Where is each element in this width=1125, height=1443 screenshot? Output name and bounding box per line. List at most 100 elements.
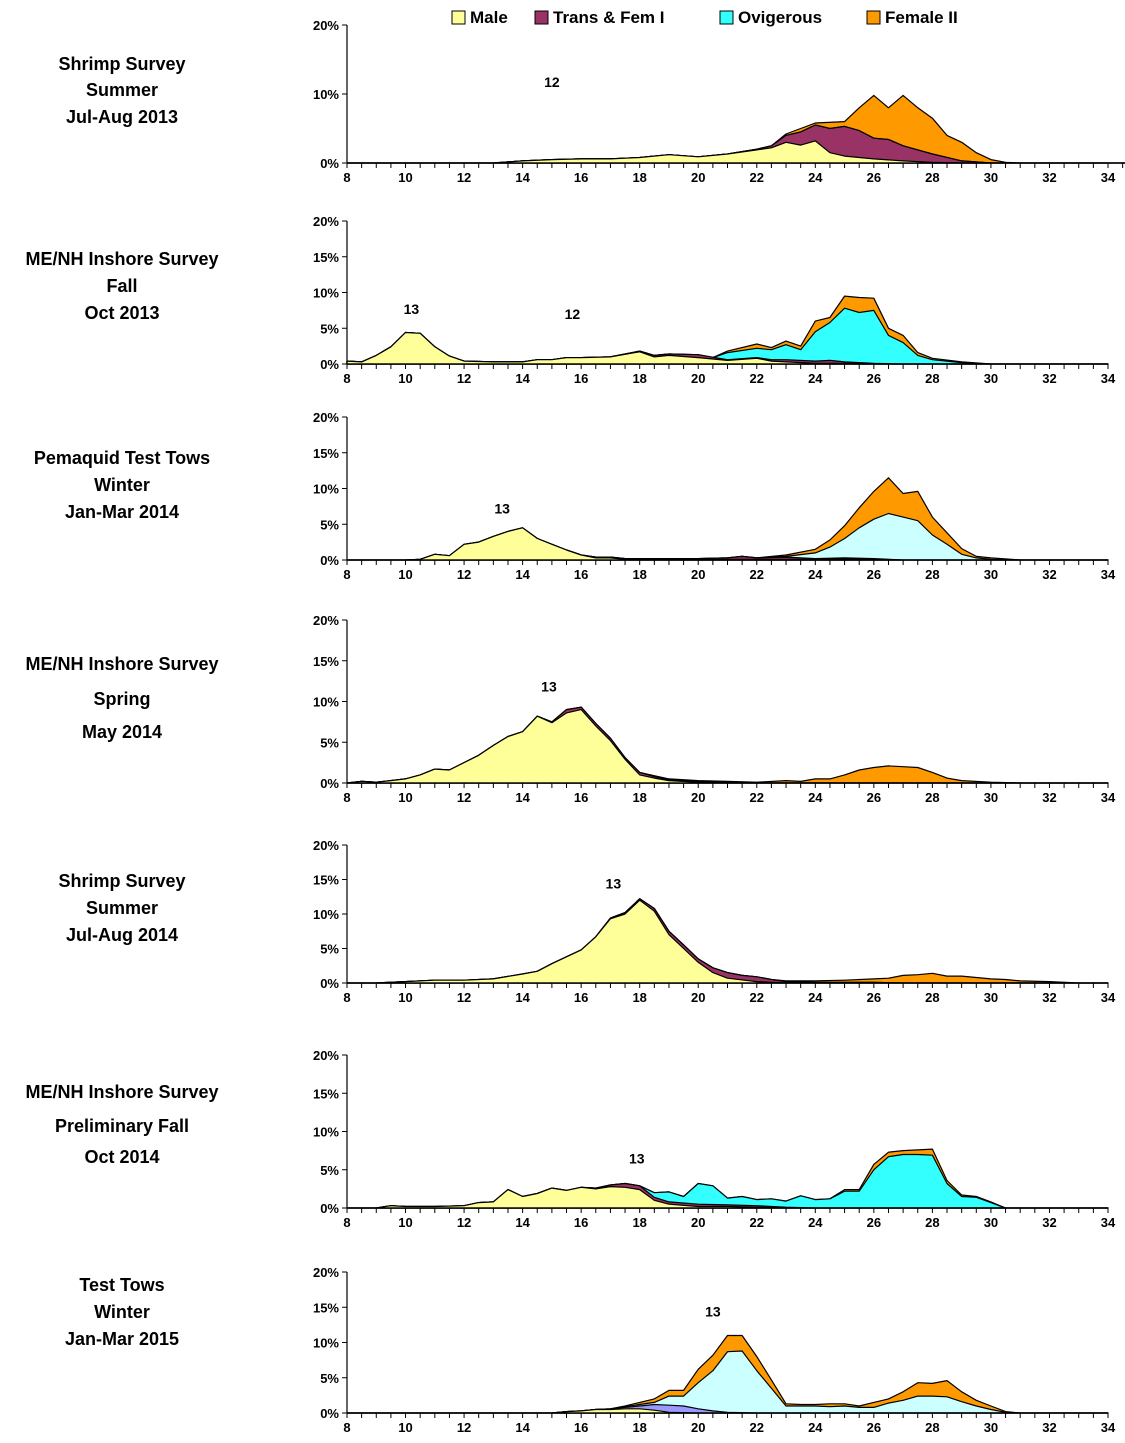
chart-panel: Shrimp Survey Summer Jul-Aug 2014 0% 5% 10% 15… bbox=[58, 838, 1116, 1005]
panel-label-line: ME/NH Inshore Survey bbox=[25, 654, 218, 674]
chart-panel: ME/NH Inshore Survey Spring May 2014 0% 5% 10… bbox=[25, 613, 1116, 805]
x-tick-label: 28 bbox=[925, 371, 939, 386]
x-tick-label: 16 bbox=[574, 1215, 588, 1230]
x-tick-label: 24 bbox=[808, 371, 823, 386]
x-tick-label: 26 bbox=[867, 1215, 881, 1230]
chart-panel: Test Tows Winter Jan-Mar 2015 0% 5% 10% 15% 20%… bbox=[65, 1265, 1116, 1435]
panel-label-line: Winter bbox=[94, 475, 150, 495]
cohort-annotation: 13 bbox=[606, 875, 622, 891]
x-tick-label: 32 bbox=[1042, 567, 1056, 582]
chart-panels: Shrimp Survey Summer Jul-Aug 2013 0% 10% 20% 8… bbox=[25, 18, 1125, 1435]
x-tick-label: 12 bbox=[457, 1420, 471, 1435]
legend-item: Male bbox=[451, 8, 508, 27]
x-tick-label: 24 bbox=[808, 1215, 823, 1230]
y-tick-label: 20% bbox=[313, 1048, 339, 1063]
x-tick-label: 30 bbox=[984, 790, 998, 805]
x-tick-label: 10 bbox=[398, 790, 412, 805]
x-tick-label: 8 bbox=[343, 1420, 350, 1435]
cohort-annotation: 12 bbox=[565, 306, 581, 322]
y-tick-label: 15% bbox=[313, 654, 339, 669]
x-tick-label: 10 bbox=[398, 1215, 412, 1230]
area-series-female-ii bbox=[346, 898, 1109, 984]
cohort-annotation: 13 bbox=[494, 501, 510, 517]
x-tick-label: 26 bbox=[867, 371, 881, 386]
x-tick-label: 18 bbox=[632, 790, 646, 805]
x-tick-label: 18 bbox=[632, 1420, 646, 1435]
x-tick-label: 14 bbox=[515, 371, 530, 386]
y-tick-label: 5% bbox=[320, 1163, 339, 1178]
area-series-male bbox=[346, 331, 1109, 365]
y-tick-label: 15% bbox=[313, 446, 339, 461]
legend-item: Trans & Fem I bbox=[534, 8, 664, 27]
x-tick-label: 8 bbox=[343, 371, 350, 386]
x-tick-label: 16 bbox=[574, 1420, 588, 1435]
x-tick-label: 12 bbox=[457, 1215, 471, 1230]
panel-label-line: Jan-Mar 2014 bbox=[65, 502, 179, 522]
cohort-annotation: 13 bbox=[541, 679, 557, 695]
x-tick-label: 34 bbox=[1101, 1420, 1116, 1435]
y-tick-label: 10% bbox=[313, 1336, 339, 1351]
panel-label-line: Oct 2013 bbox=[84, 303, 159, 323]
x-tick-label: 32 bbox=[1042, 371, 1056, 386]
y-tick-label: 10% bbox=[313, 87, 339, 102]
x-tick-label: 16 bbox=[574, 790, 588, 805]
panel-label-line: Shrimp Survey bbox=[58, 871, 185, 891]
x-tick-label: 14 bbox=[515, 567, 530, 582]
x-tick-label: 30 bbox=[984, 1215, 998, 1230]
x-tick-label: 30 bbox=[984, 371, 998, 386]
y-tick-label: 15% bbox=[313, 250, 339, 265]
x-tick-label: 30 bbox=[984, 1420, 998, 1435]
legend: Male Trans & Fem I Ovigerous Female II bbox=[451, 8, 958, 27]
panel-label-line: Spring bbox=[94, 689, 151, 709]
cohort-annotation: 13 bbox=[705, 1303, 721, 1319]
x-tick-label: 14 bbox=[515, 990, 530, 1005]
area-series-ovigerous bbox=[346, 307, 1109, 365]
area-series-ovigerous bbox=[346, 898, 1109, 984]
y-tick-label: 10% bbox=[313, 695, 339, 710]
x-tick-label: 18 bbox=[632, 1215, 646, 1230]
cohort-annotation: 13 bbox=[629, 1151, 645, 1167]
legend-item: Female II bbox=[866, 8, 958, 27]
area-series-ovigerous bbox=[346, 1153, 1109, 1209]
x-tick-label: 22 bbox=[750, 170, 764, 185]
chart-panel: ME/NH Inshore Survey Preliminary Fall Oct … bbox=[25, 1048, 1116, 1230]
legend-label: Ovigerous bbox=[738, 8, 822, 27]
x-tick-label: 20 bbox=[691, 170, 705, 185]
x-tick-label: 32 bbox=[1042, 1420, 1056, 1435]
chart-panel: Pemaquid Test Tows Winter Jan-Mar 2014 0% 5%… bbox=[34, 410, 1116, 582]
x-tick-label: 24 bbox=[808, 567, 823, 582]
x-tick-label: 22 bbox=[750, 1215, 764, 1230]
x-tick-label: 20 bbox=[691, 790, 705, 805]
panel-label-line: Jan-Mar 2015 bbox=[65, 1329, 179, 1349]
y-tick-label: 5% bbox=[320, 735, 339, 750]
x-tick-label: 16 bbox=[574, 990, 588, 1005]
x-tick-label: 22 bbox=[750, 790, 764, 805]
x-tick-label: 22 bbox=[750, 1420, 764, 1435]
x-tick-label: 32 bbox=[1042, 790, 1056, 805]
x-tick-label: 22 bbox=[750, 990, 764, 1005]
x-tick-label: 34 bbox=[1101, 371, 1116, 386]
y-tick-label: 5% bbox=[320, 517, 339, 532]
x-tick-label: 30 bbox=[984, 567, 998, 582]
x-tick-label: 18 bbox=[632, 371, 646, 386]
x-tick-label: 14 bbox=[515, 1420, 530, 1435]
panel-label-line: Summer bbox=[86, 80, 158, 100]
y-tick-label: 0% bbox=[320, 776, 339, 791]
x-tick-label: 34 bbox=[1101, 990, 1116, 1005]
x-tick-label: 26 bbox=[867, 1420, 881, 1435]
x-tick-label: 32 bbox=[1042, 1215, 1056, 1230]
x-tick-label: 24 bbox=[808, 170, 823, 185]
x-tick-label: 24 bbox=[808, 790, 823, 805]
x-tick-label: 20 bbox=[691, 1215, 705, 1230]
area-series-male bbox=[346, 527, 1109, 561]
y-tick-label: 20% bbox=[313, 1265, 339, 1280]
x-tick-label: 12 bbox=[457, 790, 471, 805]
y-tick-label: 20% bbox=[313, 613, 339, 628]
legend-swatch bbox=[719, 10, 734, 25]
cohort-annotation: 13 bbox=[404, 301, 420, 317]
x-tick-label: 28 bbox=[925, 990, 939, 1005]
y-tick-label: 20% bbox=[313, 214, 339, 229]
y-tick-label: 0% bbox=[320, 976, 339, 991]
x-tick-label: 32 bbox=[1042, 990, 1056, 1005]
